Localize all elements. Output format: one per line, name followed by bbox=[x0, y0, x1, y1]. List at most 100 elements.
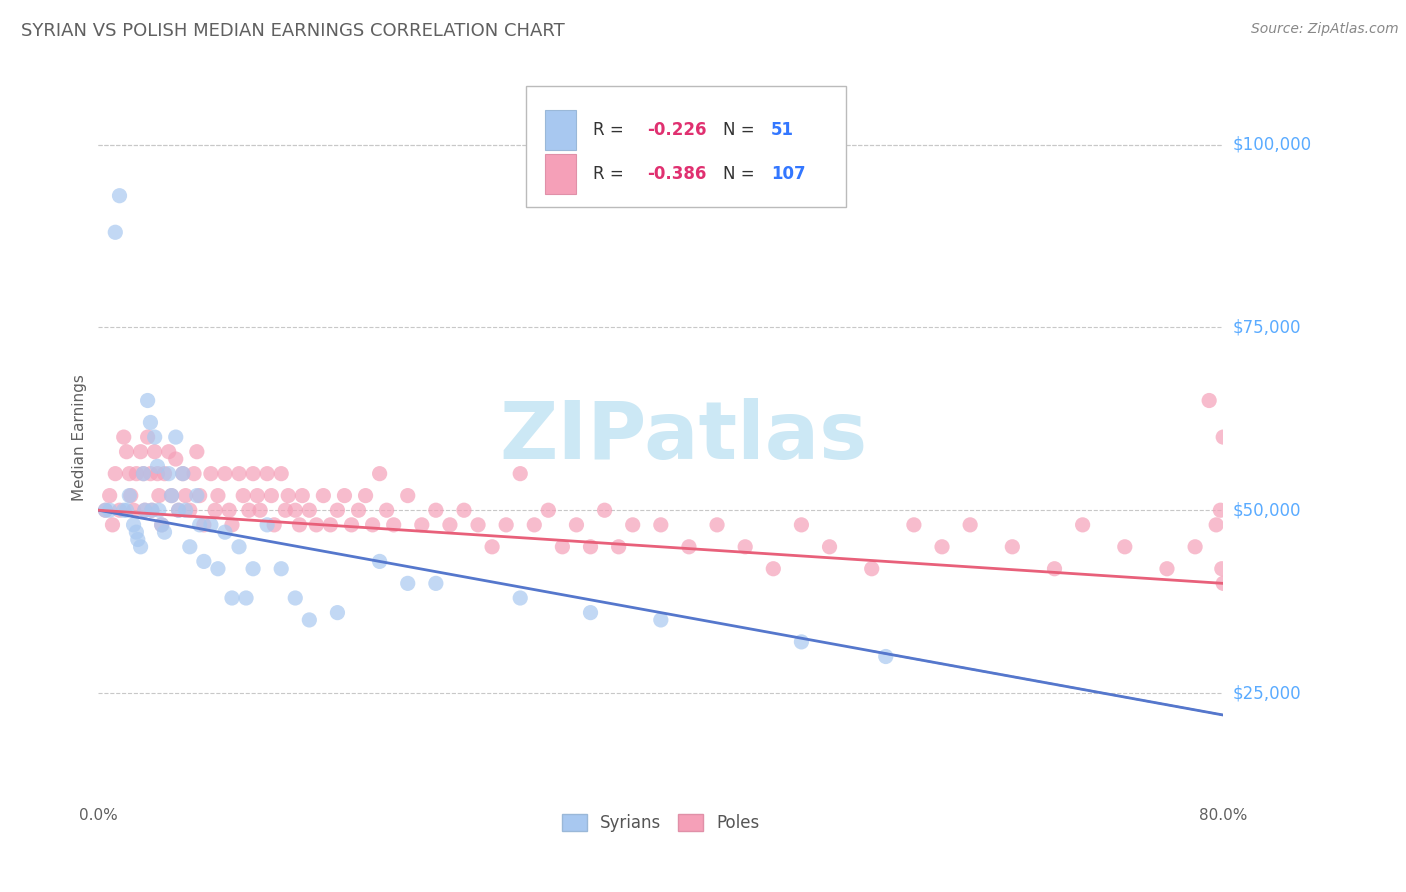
Point bbox=[277, 489, 299, 503]
Point bbox=[108, 503, 131, 517]
Point bbox=[270, 562, 292, 576]
Point bbox=[1114, 540, 1136, 554]
Point bbox=[270, 467, 292, 481]
Point bbox=[141, 503, 163, 517]
Point bbox=[183, 467, 205, 481]
Point bbox=[179, 540, 201, 554]
Point bbox=[94, 503, 117, 517]
Point bbox=[706, 517, 728, 532]
Point bbox=[481, 540, 503, 554]
Point bbox=[453, 503, 475, 517]
Point bbox=[565, 517, 588, 532]
Point bbox=[537, 503, 560, 517]
Point bbox=[132, 467, 155, 481]
Point bbox=[467, 517, 489, 532]
Point bbox=[551, 540, 574, 554]
Point bbox=[165, 430, 187, 444]
Text: ZIPatlas: ZIPatlas bbox=[499, 398, 868, 476]
Point bbox=[115, 503, 138, 517]
Point bbox=[153, 525, 176, 540]
Point bbox=[1043, 562, 1066, 576]
Text: -0.226: -0.226 bbox=[647, 121, 707, 139]
Point bbox=[298, 503, 321, 517]
Point bbox=[411, 517, 433, 532]
Point bbox=[207, 562, 229, 576]
Point bbox=[122, 503, 145, 517]
Point bbox=[326, 606, 349, 620]
Point bbox=[143, 444, 166, 458]
Point bbox=[1071, 517, 1094, 532]
Point bbox=[931, 540, 953, 554]
Point bbox=[172, 467, 194, 481]
Point bbox=[160, 489, 183, 503]
Point bbox=[347, 503, 370, 517]
Point bbox=[256, 467, 278, 481]
Point bbox=[235, 591, 257, 605]
Text: R =: R = bbox=[593, 165, 630, 183]
Point bbox=[312, 489, 335, 503]
Point bbox=[200, 517, 222, 532]
Text: R =: R = bbox=[593, 121, 630, 139]
Point bbox=[134, 503, 156, 517]
Point bbox=[165, 452, 187, 467]
Point bbox=[118, 467, 141, 481]
Point bbox=[101, 517, 124, 532]
Point bbox=[150, 517, 173, 532]
Point bbox=[260, 489, 283, 503]
Point bbox=[1212, 576, 1234, 591]
Point bbox=[129, 540, 152, 554]
Point bbox=[340, 517, 363, 532]
Point bbox=[579, 606, 602, 620]
Point bbox=[125, 525, 148, 540]
Point bbox=[232, 489, 254, 503]
Point bbox=[228, 467, 250, 481]
Point bbox=[186, 489, 208, 503]
Point bbox=[98, 503, 121, 517]
Point bbox=[396, 576, 419, 591]
Point bbox=[94, 503, 117, 517]
Text: N =: N = bbox=[723, 165, 759, 183]
Point bbox=[238, 503, 260, 517]
Point bbox=[200, 467, 222, 481]
Point bbox=[425, 503, 447, 517]
Point bbox=[139, 467, 162, 481]
Point bbox=[132, 467, 155, 481]
Point bbox=[136, 393, 159, 408]
Point bbox=[734, 540, 756, 554]
Point bbox=[242, 562, 264, 576]
Point bbox=[136, 430, 159, 444]
Point bbox=[263, 517, 285, 532]
Point bbox=[108, 188, 131, 202]
Point bbox=[860, 562, 883, 576]
Point bbox=[112, 503, 135, 517]
Point bbox=[291, 489, 314, 503]
FancyBboxPatch shape bbox=[546, 110, 576, 150]
Point bbox=[129, 444, 152, 458]
Point bbox=[375, 503, 398, 517]
Text: $100,000: $100,000 bbox=[1233, 136, 1312, 153]
Point bbox=[361, 517, 384, 532]
Point bbox=[249, 503, 271, 517]
Point bbox=[167, 503, 190, 517]
Point bbox=[368, 554, 391, 568]
Point bbox=[425, 576, 447, 591]
Point bbox=[127, 533, 149, 547]
Point bbox=[396, 489, 419, 503]
Point bbox=[104, 225, 127, 239]
Point bbox=[1211, 562, 1233, 576]
Point bbox=[288, 517, 311, 532]
Legend: Syrians, Poles: Syrians, Poles bbox=[555, 807, 766, 838]
Point bbox=[607, 540, 630, 554]
Point bbox=[148, 503, 170, 517]
Text: -0.386: -0.386 bbox=[647, 165, 707, 183]
Text: $75,000: $75,000 bbox=[1233, 318, 1302, 336]
Point bbox=[179, 503, 201, 517]
FancyBboxPatch shape bbox=[526, 86, 846, 207]
Point bbox=[1209, 503, 1232, 517]
Point bbox=[333, 489, 356, 503]
Point bbox=[274, 503, 297, 517]
Point bbox=[174, 503, 197, 517]
Point bbox=[221, 517, 243, 532]
Point bbox=[284, 503, 307, 517]
Point bbox=[319, 517, 342, 532]
